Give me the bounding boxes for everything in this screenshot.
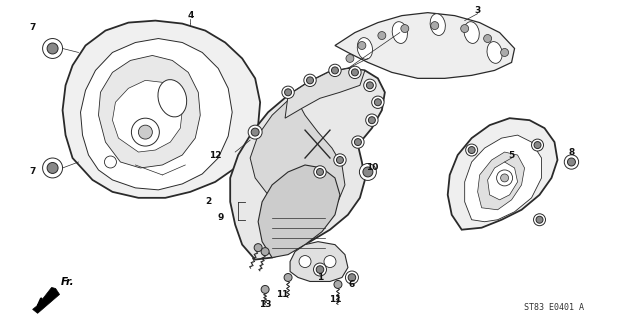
- Circle shape: [531, 139, 543, 151]
- Circle shape: [375, 99, 382, 106]
- Text: Fr.: Fr.: [61, 277, 74, 287]
- Circle shape: [348, 66, 361, 78]
- Polygon shape: [62, 20, 260, 198]
- Text: 7: 7: [29, 167, 36, 176]
- Circle shape: [378, 32, 386, 40]
- Polygon shape: [488, 162, 518, 200]
- Polygon shape: [290, 242, 348, 282]
- Circle shape: [401, 25, 409, 33]
- Circle shape: [314, 166, 326, 178]
- Text: 6: 6: [349, 280, 355, 289]
- Polygon shape: [80, 38, 233, 190]
- Circle shape: [468, 147, 475, 154]
- Polygon shape: [258, 165, 340, 258]
- Circle shape: [358, 42, 366, 50]
- Text: 1: 1: [317, 273, 323, 282]
- Circle shape: [534, 214, 545, 226]
- Circle shape: [536, 216, 543, 223]
- Circle shape: [131, 118, 159, 146]
- Circle shape: [282, 86, 294, 99]
- Text: ST83 E0401 A: ST83 E0401 A: [524, 303, 585, 312]
- Circle shape: [138, 125, 152, 139]
- Polygon shape: [478, 152, 524, 210]
- Circle shape: [331, 67, 338, 74]
- Ellipse shape: [430, 14, 445, 36]
- Circle shape: [501, 49, 508, 56]
- Text: 11: 11: [329, 295, 341, 304]
- Circle shape: [336, 156, 343, 164]
- Polygon shape: [113, 80, 182, 152]
- Circle shape: [352, 136, 364, 148]
- Circle shape: [313, 263, 327, 276]
- Circle shape: [371, 96, 384, 108]
- Circle shape: [363, 167, 373, 177]
- Polygon shape: [464, 135, 541, 222]
- Circle shape: [348, 274, 355, 281]
- Circle shape: [564, 155, 578, 169]
- Text: 11: 11: [276, 290, 289, 299]
- Circle shape: [366, 82, 373, 89]
- Polygon shape: [250, 100, 345, 215]
- Circle shape: [324, 256, 336, 268]
- Circle shape: [43, 158, 62, 178]
- Circle shape: [497, 170, 513, 186]
- Circle shape: [466, 144, 478, 156]
- Circle shape: [568, 158, 575, 166]
- Circle shape: [254, 244, 262, 252]
- Circle shape: [461, 25, 469, 33]
- Ellipse shape: [357, 38, 373, 59]
- Circle shape: [248, 125, 262, 139]
- Circle shape: [354, 139, 361, 146]
- Circle shape: [359, 164, 376, 180]
- Circle shape: [306, 77, 313, 84]
- Polygon shape: [230, 68, 385, 260]
- Circle shape: [352, 69, 359, 76]
- Circle shape: [104, 156, 117, 168]
- Circle shape: [534, 141, 541, 148]
- Circle shape: [329, 64, 341, 76]
- Circle shape: [284, 274, 292, 282]
- Polygon shape: [448, 118, 557, 230]
- Circle shape: [316, 266, 324, 273]
- Polygon shape: [285, 68, 365, 118]
- Circle shape: [364, 79, 376, 92]
- Circle shape: [501, 174, 508, 182]
- Text: 10: 10: [366, 164, 378, 172]
- Ellipse shape: [392, 22, 408, 44]
- Text: 5: 5: [508, 150, 515, 160]
- Text: 4: 4: [187, 11, 194, 20]
- Text: 2: 2: [205, 197, 211, 206]
- Ellipse shape: [158, 80, 187, 117]
- Circle shape: [304, 74, 316, 86]
- Polygon shape: [99, 55, 200, 168]
- Circle shape: [368, 117, 375, 124]
- Text: 9: 9: [217, 213, 224, 222]
- Circle shape: [431, 22, 439, 29]
- Text: 12: 12: [209, 150, 222, 160]
- Circle shape: [285, 89, 292, 96]
- Circle shape: [261, 285, 269, 293]
- Circle shape: [47, 43, 58, 54]
- Circle shape: [47, 163, 58, 173]
- Text: 7: 7: [29, 23, 36, 32]
- Polygon shape: [335, 13, 515, 78]
- Polygon shape: [32, 287, 60, 313]
- Ellipse shape: [487, 42, 502, 63]
- Text: 13: 13: [259, 300, 271, 309]
- Text: 8: 8: [568, 148, 575, 156]
- Text: 3: 3: [475, 6, 481, 15]
- Circle shape: [251, 128, 259, 136]
- Circle shape: [366, 114, 378, 126]
- Circle shape: [334, 280, 342, 288]
- Circle shape: [345, 271, 359, 284]
- Circle shape: [299, 256, 311, 268]
- Circle shape: [483, 35, 492, 43]
- Circle shape: [261, 248, 269, 256]
- Ellipse shape: [464, 22, 479, 44]
- Circle shape: [334, 154, 346, 166]
- Circle shape: [346, 54, 354, 62]
- Circle shape: [317, 168, 324, 175]
- Circle shape: [43, 38, 62, 59]
